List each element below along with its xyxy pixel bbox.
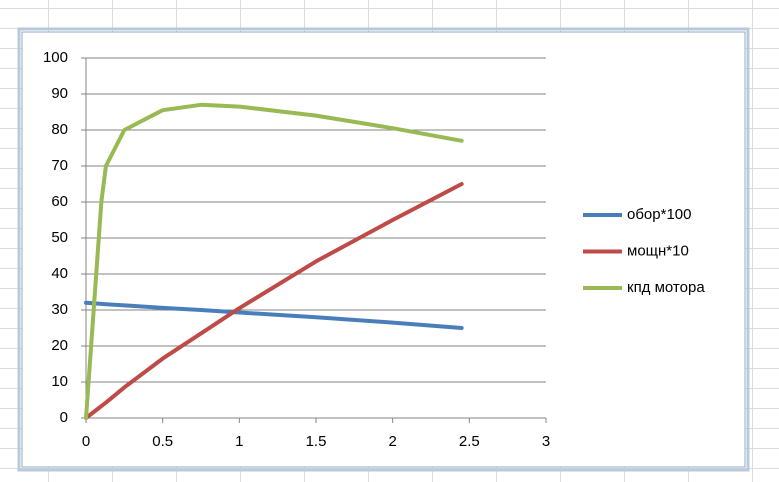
x-tick-label: 1.5	[306, 433, 327, 450]
x-tick-label: 0.5	[152, 433, 173, 450]
series-line	[84, 300, 464, 330]
legend-label: обор*100	[627, 206, 691, 223]
x-tick-label: 0	[82, 433, 90, 450]
y-tick-label: 70	[51, 157, 68, 174]
y-tick-label: 80	[51, 121, 68, 138]
chart-area	[21, 31, 746, 468]
x-tick-label: 2	[388, 433, 396, 450]
y-tick-label: 90	[51, 85, 68, 102]
series-line	[84, 182, 464, 420]
y-tick-label: 30	[51, 301, 68, 318]
y-tick-label: 60	[51, 193, 68, 210]
x-tick-label: 1	[235, 433, 243, 450]
y-tick-label: 50	[51, 229, 68, 246]
y-tick-label: 100	[43, 49, 68, 66]
y-tick-label: 10	[51, 373, 68, 390]
legend-label: кпд мотора	[627, 279, 705, 296]
x-tick-label: 2.5	[459, 433, 480, 450]
series-line	[84, 102, 464, 420]
legend-label: мощн*10	[627, 242, 689, 259]
x-tick-label: 3	[542, 433, 550, 450]
y-tick-label: 0	[60, 409, 68, 426]
y-tick-label: 40	[51, 265, 68, 282]
chart-frame	[17, 27, 750, 472]
y-tick-label: 20	[51, 337, 68, 354]
